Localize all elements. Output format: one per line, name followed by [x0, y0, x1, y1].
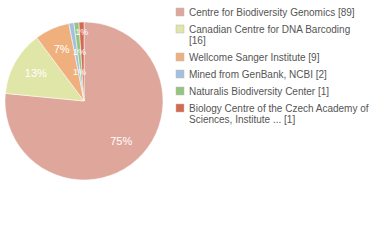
data-label: 1%: [73, 47, 86, 57]
pie: [5, 22, 163, 180]
data-label: 75%: [110, 135, 132, 147]
data-labels: 75%13%7%1%1%1%: [25, 27, 133, 146]
data-label: 1%: [73, 67, 86, 77]
pie-slice: [5, 22, 163, 180]
data-label: 13%: [25, 67, 47, 79]
chart: 75%13%7%1%1%1%Centre for Biodiversity Ge…: [0, 0, 380, 240]
legend-label: Centre for Biodiversity Genomics [89]: [189, 7, 355, 18]
legend-label: Naturalis Biodiversity Center [1]: [189, 86, 329, 97]
legend-label: Canadian Centre for DNA Barcoding[16]: [189, 24, 350, 46]
legend-swatch: [176, 104, 184, 112]
legend-swatch: [176, 53, 184, 61]
legend-swatch: [176, 8, 184, 16]
legend-swatch: [176, 25, 184, 33]
data-label: 7%: [54, 43, 70, 55]
legend-swatch: [176, 70, 184, 78]
data-label: 1%: [75, 27, 88, 37]
legend-label: Wellcome Sanger Institute [9]: [189, 52, 320, 63]
legend-swatch: [176, 87, 184, 95]
legend: Centre for Biodiversity Genomics [89] Can…: [176, 7, 369, 125]
legend-label: Biology Centre of the Czech Academy ofSc…: [189, 103, 369, 125]
legend-label: Mined from GenBank, NCBI [2]: [189, 69, 327, 80]
